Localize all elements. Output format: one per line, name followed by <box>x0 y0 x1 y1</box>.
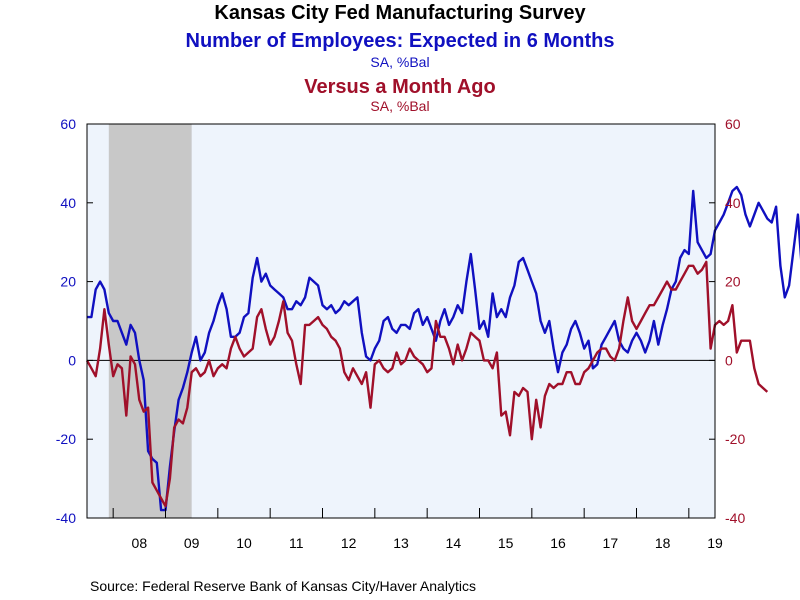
right-tick-label: 0 <box>725 352 733 368</box>
left-tick-label: 0 <box>68 352 76 368</box>
source-note: Source: Federal Reserve Bank of Kansas C… <box>90 578 476 594</box>
plot-frame <box>86 123 716 519</box>
x-tick-label: 17 <box>603 535 619 551</box>
x-tick-label: 09 <box>184 535 200 551</box>
left-tick-label: 40 <box>60 195 76 211</box>
left-tick-label: 60 <box>60 116 76 132</box>
right-tick-label: -40 <box>725 510 745 526</box>
x-tick-label: 14 <box>446 535 462 551</box>
x-tick-label: 19 <box>707 535 723 551</box>
right-tick-label: 60 <box>725 116 741 132</box>
x-tick-label: 13 <box>393 535 409 551</box>
x-tick-label: 16 <box>550 535 566 551</box>
series2-units: SA, %Bal <box>370 98 430 114</box>
right-tick-label: -20 <box>725 431 745 447</box>
x-tick-label: 08 <box>132 535 148 551</box>
x-tick-label: 12 <box>341 535 357 551</box>
left-tick-label: -40 <box>56 510 76 526</box>
chart-title: Kansas City Fed Manufacturing Survey <box>214 2 586 24</box>
x-tick-label: 11 <box>289 535 304 551</box>
left-tick-label: -20 <box>56 431 76 447</box>
x-tick-label: 18 <box>655 535 671 551</box>
series1-units: SA, %Bal <box>370 54 430 70</box>
right-tick-label: 40 <box>725 195 741 211</box>
series-line-1 <box>87 185 800 512</box>
series1-title: Number of Employees: Expected in 6 Month… <box>185 30 615 52</box>
series2-title: Versus a Month Ago <box>304 76 496 98</box>
x-tick-label: 10 <box>236 535 252 551</box>
right-tick-label: 20 <box>725 274 741 290</box>
x-tick-label: 15 <box>498 535 514 551</box>
left-tick-label: 20 <box>60 274 76 290</box>
series-line-2 <box>85 260 769 508</box>
